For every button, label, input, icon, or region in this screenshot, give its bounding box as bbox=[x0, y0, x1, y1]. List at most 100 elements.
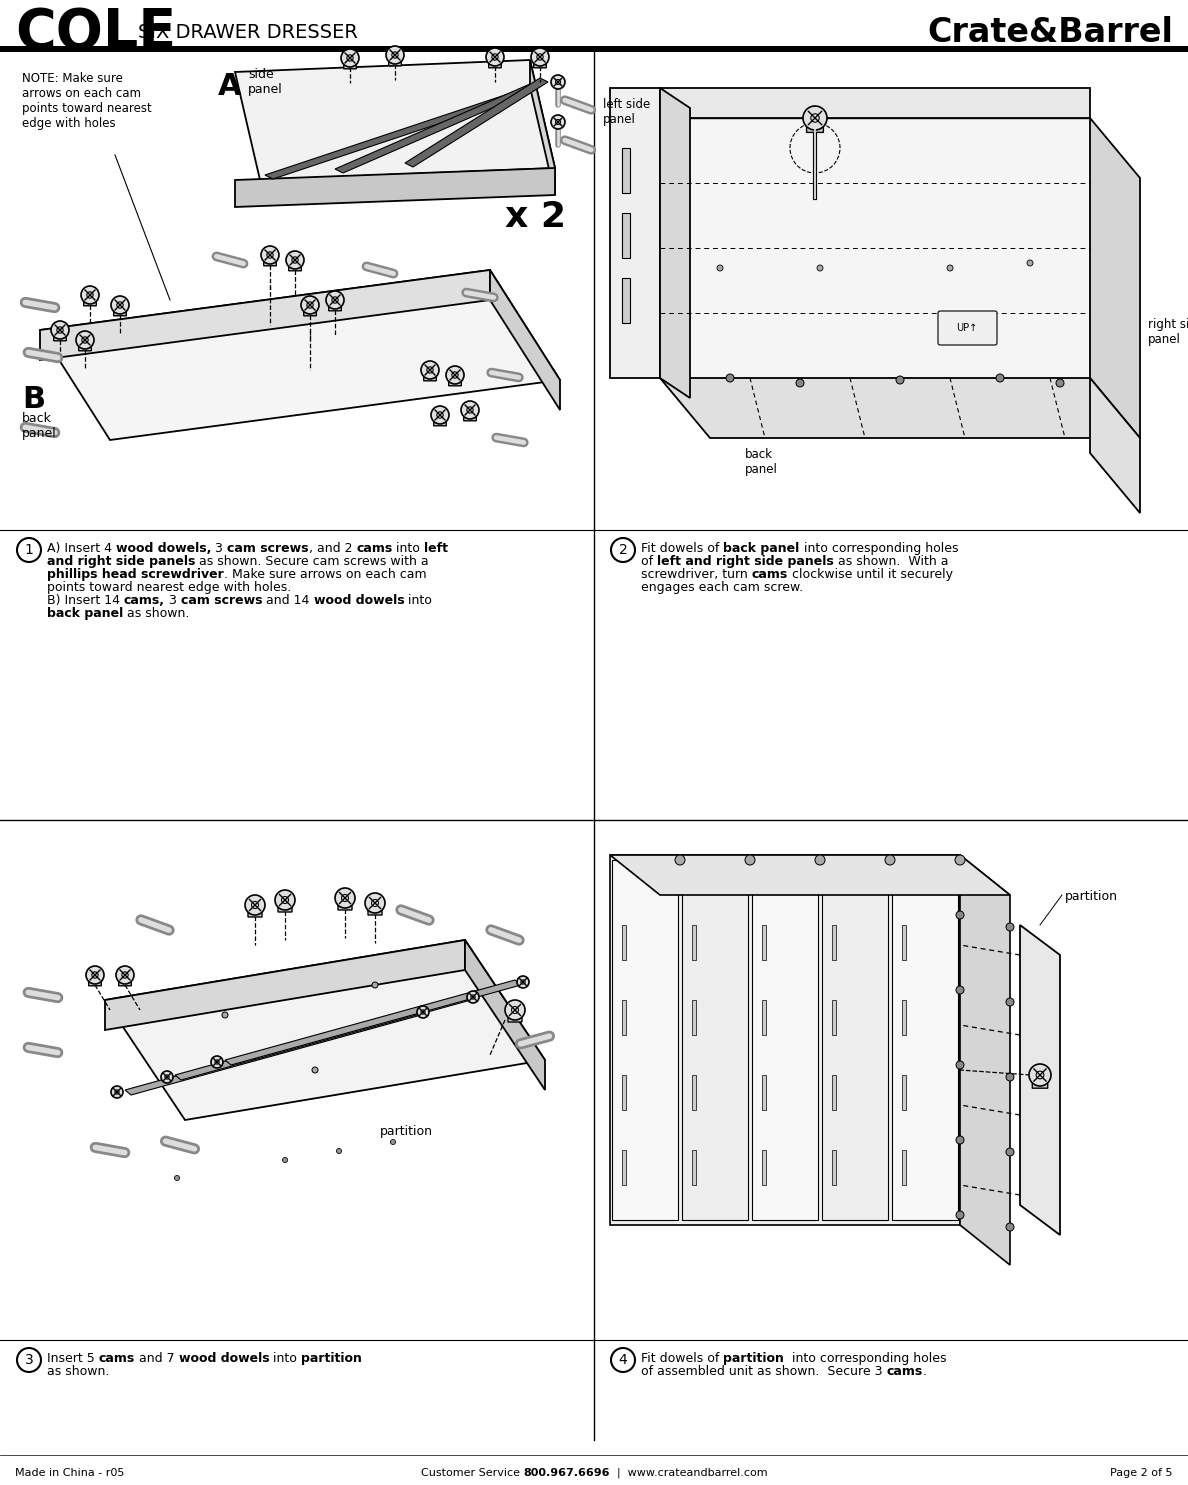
FancyBboxPatch shape bbox=[488, 61, 501, 68]
Text: right side
panel: right side panel bbox=[1148, 318, 1188, 346]
Polygon shape bbox=[661, 88, 690, 398]
Circle shape bbox=[1026, 260, 1034, 266]
Text: cam screws: cam screws bbox=[227, 542, 309, 555]
FancyBboxPatch shape bbox=[114, 309, 126, 316]
Circle shape bbox=[896, 376, 904, 385]
Circle shape bbox=[301, 296, 320, 313]
Circle shape bbox=[1006, 924, 1015, 931]
Polygon shape bbox=[682, 860, 748, 1221]
Text: clockwise until it securely: clockwise until it securely bbox=[788, 567, 953, 581]
FancyBboxPatch shape bbox=[304, 309, 316, 316]
Text: into corresponding holes: into corresponding holes bbox=[800, 542, 959, 555]
FancyBboxPatch shape bbox=[278, 904, 292, 912]
Text: 2: 2 bbox=[619, 544, 627, 557]
Text: Crate&Barrel: Crate&Barrel bbox=[927, 16, 1173, 49]
Text: Fit dowels of: Fit dowels of bbox=[642, 542, 723, 555]
Circle shape bbox=[956, 1210, 963, 1219]
Polygon shape bbox=[265, 91, 527, 180]
Polygon shape bbox=[1091, 117, 1140, 438]
Circle shape bbox=[803, 105, 827, 131]
Circle shape bbox=[335, 888, 355, 907]
FancyBboxPatch shape bbox=[449, 379, 461, 386]
Circle shape bbox=[162, 1071, 173, 1083]
FancyBboxPatch shape bbox=[264, 258, 277, 266]
Text: cams: cams bbox=[886, 1365, 923, 1378]
Text: A) Insert 4: A) Insert 4 bbox=[48, 542, 116, 555]
FancyBboxPatch shape bbox=[508, 1014, 522, 1022]
Circle shape bbox=[956, 1060, 963, 1069]
Circle shape bbox=[312, 1068, 318, 1074]
Text: points toward nearest edge with holes.: points toward nearest edge with holes. bbox=[48, 581, 291, 594]
Circle shape bbox=[110, 296, 129, 313]
Text: 800.967.6696: 800.967.6696 bbox=[523, 1469, 609, 1478]
Text: of assembled unit as shown.  Secure 3: of assembled unit as shown. Secure 3 bbox=[642, 1365, 886, 1378]
Polygon shape bbox=[661, 88, 1091, 117]
Polygon shape bbox=[40, 270, 489, 359]
Circle shape bbox=[517, 976, 529, 988]
Polygon shape bbox=[612, 860, 678, 1221]
Bar bbox=[0, 46, 1188, 52]
Bar bbox=[832, 1149, 836, 1185]
Text: partition: partition bbox=[380, 1126, 432, 1138]
Polygon shape bbox=[892, 860, 958, 1221]
Text: and 14: and 14 bbox=[263, 594, 314, 607]
Polygon shape bbox=[405, 79, 548, 166]
Circle shape bbox=[1006, 1074, 1015, 1081]
Circle shape bbox=[274, 890, 295, 910]
Text: 1: 1 bbox=[25, 544, 33, 557]
Circle shape bbox=[261, 247, 279, 264]
Bar bbox=[691, 925, 696, 959]
Bar bbox=[691, 999, 696, 1035]
Circle shape bbox=[815, 855, 824, 864]
Circle shape bbox=[417, 1005, 429, 1019]
Circle shape bbox=[956, 986, 963, 993]
FancyBboxPatch shape bbox=[368, 907, 383, 915]
Circle shape bbox=[1029, 1063, 1051, 1086]
Bar bbox=[623, 999, 626, 1035]
Circle shape bbox=[461, 401, 479, 419]
Circle shape bbox=[421, 361, 440, 379]
Text: Made in China - r05: Made in China - r05 bbox=[15, 1469, 125, 1478]
Bar bbox=[691, 1075, 696, 1109]
Polygon shape bbox=[105, 940, 545, 1120]
Text: wood dowels: wood dowels bbox=[314, 594, 404, 607]
Circle shape bbox=[245, 895, 265, 915]
Text: B) Insert 14: B) Insert 14 bbox=[48, 594, 124, 607]
Text: partition: partition bbox=[723, 1351, 784, 1365]
Circle shape bbox=[1056, 379, 1064, 388]
Polygon shape bbox=[489, 270, 560, 410]
Bar bbox=[623, 925, 626, 959]
Text: cams,: cams, bbox=[124, 594, 165, 607]
Text: UP↑: UP↑ bbox=[956, 324, 978, 333]
FancyBboxPatch shape bbox=[533, 61, 546, 68]
Bar bbox=[762, 1075, 766, 1109]
Circle shape bbox=[996, 374, 1004, 382]
Circle shape bbox=[175, 1176, 179, 1181]
Text: cams: cams bbox=[752, 567, 788, 581]
Text: screwdriver, turn: screwdriver, turn bbox=[642, 567, 752, 581]
Text: . Make sure arrows on each cam: . Make sure arrows on each cam bbox=[223, 567, 426, 581]
FancyBboxPatch shape bbox=[339, 901, 352, 910]
Circle shape bbox=[796, 379, 804, 388]
Polygon shape bbox=[235, 168, 555, 206]
Circle shape bbox=[956, 1136, 963, 1143]
Text: left side
panel: left side panel bbox=[604, 98, 650, 126]
Circle shape bbox=[116, 967, 134, 985]
Text: x 2: x 2 bbox=[505, 200, 565, 235]
Bar bbox=[623, 148, 630, 193]
Circle shape bbox=[341, 49, 359, 67]
Text: COLE: COLE bbox=[15, 6, 176, 59]
Circle shape bbox=[1006, 998, 1015, 1005]
Circle shape bbox=[505, 999, 525, 1020]
Text: wood dowels,: wood dowels, bbox=[116, 542, 211, 555]
Text: as shown.: as shown. bbox=[48, 1365, 109, 1378]
Circle shape bbox=[467, 990, 479, 1002]
Polygon shape bbox=[175, 995, 470, 1080]
Circle shape bbox=[326, 291, 345, 309]
FancyBboxPatch shape bbox=[89, 979, 101, 986]
Text: partition: partition bbox=[1064, 890, 1118, 903]
Polygon shape bbox=[335, 85, 538, 172]
Polygon shape bbox=[822, 860, 887, 1221]
FancyBboxPatch shape bbox=[289, 264, 302, 270]
FancyBboxPatch shape bbox=[119, 979, 132, 986]
